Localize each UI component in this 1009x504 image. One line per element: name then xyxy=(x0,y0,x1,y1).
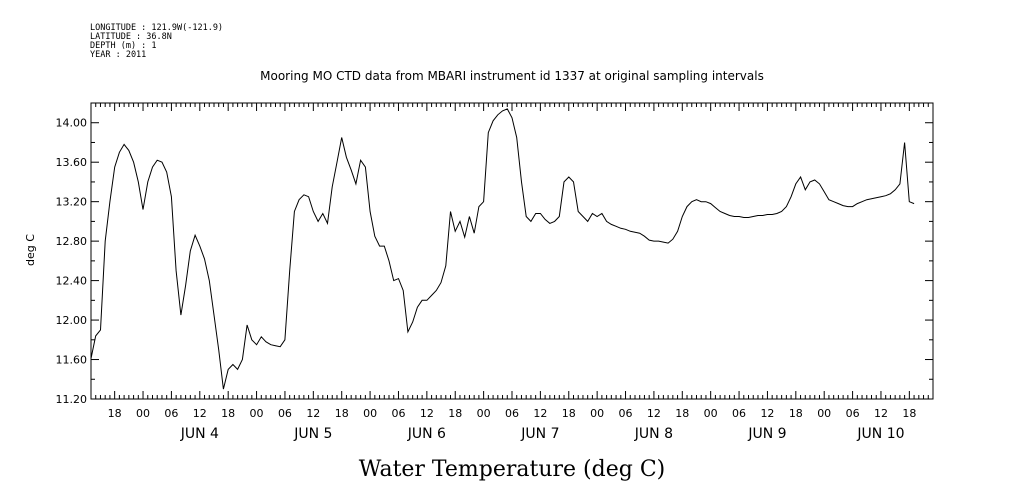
x-hour-label: 00 xyxy=(704,407,718,420)
x-hour-label: 06 xyxy=(619,407,633,420)
x-hour-label: 18 xyxy=(448,407,462,420)
y-tick-label: 12.80 xyxy=(56,235,88,248)
y-tick-label: 11.60 xyxy=(56,354,88,367)
x-day-label: JUN 8 xyxy=(634,426,673,442)
y-tick-label: 13.20 xyxy=(56,196,88,209)
x-day-label: JUN 7 xyxy=(520,426,559,442)
x-hour-label: 00 xyxy=(250,407,264,420)
meta-year: YEAR : 2011 xyxy=(90,50,146,60)
y-tick-label: 12.40 xyxy=(56,275,88,288)
meta-longitude: LONGITUDE : 121.9W(-121.9) xyxy=(90,23,223,33)
y-tick-label: 14.00 xyxy=(56,117,88,130)
x-hour-label: 06 xyxy=(164,407,178,420)
metadata-block: LONGITUDE : 121.9W(-121.9) LATITUDE : 36… xyxy=(90,23,223,60)
x-hour-label: 00 xyxy=(590,407,604,420)
x-hour-label: 06 xyxy=(391,407,405,420)
x-day-label: JUN 9 xyxy=(747,426,786,442)
x-hour-label: 00 xyxy=(817,407,831,420)
x-hour-label: 00 xyxy=(136,407,150,420)
x-hour-label: 12 xyxy=(306,407,320,420)
x-hour-label: 18 xyxy=(221,407,235,420)
x-hour-label: 18 xyxy=(335,407,349,420)
x-hour-label: 18 xyxy=(675,407,689,420)
x-axis-label: Water Temperature (deg C) xyxy=(359,457,666,482)
x-hour-label: 00 xyxy=(363,407,377,420)
y-tick-label: 11.20 xyxy=(56,393,88,406)
series-group xyxy=(90,108,915,390)
x-day-label: JUN 5 xyxy=(293,426,332,442)
x-hour-label: 18 xyxy=(108,407,122,420)
x-hour-label: 12 xyxy=(647,407,661,420)
x-axis: 18 00 06 12 18 00 06 12 18 00 06 12 18 00 06 12 18 00 06 12… xyxy=(90,103,934,442)
y-axis-label: deg C xyxy=(24,234,37,266)
plot-frame xyxy=(90,102,934,400)
x-hour-label: 18 xyxy=(789,407,803,420)
x-hour-label: 06 xyxy=(732,407,746,420)
chart-title: Mooring MO CTD data from MBARI instrumen… xyxy=(260,69,764,83)
y-tick-label: 13.60 xyxy=(56,156,88,169)
meta-depth: DEPTH (m) : 1 xyxy=(90,41,157,51)
meta-latitude: LATITUDE : 36.8N xyxy=(90,32,172,42)
series-line-water-temperature xyxy=(90,108,915,390)
x-hour-label: 12 xyxy=(874,407,888,420)
x-hour-label: 12 xyxy=(420,407,434,420)
x-hour-label: 06 xyxy=(278,407,292,420)
x-hour-label: 00 xyxy=(477,407,491,420)
x-hour-label: 12 xyxy=(533,407,547,420)
x-hour-label: 12 xyxy=(193,407,207,420)
x-hour-label: 06 xyxy=(846,407,860,420)
x-day-label: JUN 6 xyxy=(407,426,446,442)
x-hour-label: 12 xyxy=(760,407,774,420)
y-tick-label: 12.00 xyxy=(56,314,88,327)
x-day-label: JUN 4 xyxy=(180,426,219,442)
x-day-label: JUN 10 xyxy=(856,426,904,442)
y-axis: 11.20 11.60 12.00 12.40 12.80 13.20 13.60 14.00 xyxy=(56,117,933,406)
x-hour-label: 06 xyxy=(505,407,519,420)
x-hour-label: 18 xyxy=(902,407,916,420)
x-hour-label: 18 xyxy=(562,407,576,420)
